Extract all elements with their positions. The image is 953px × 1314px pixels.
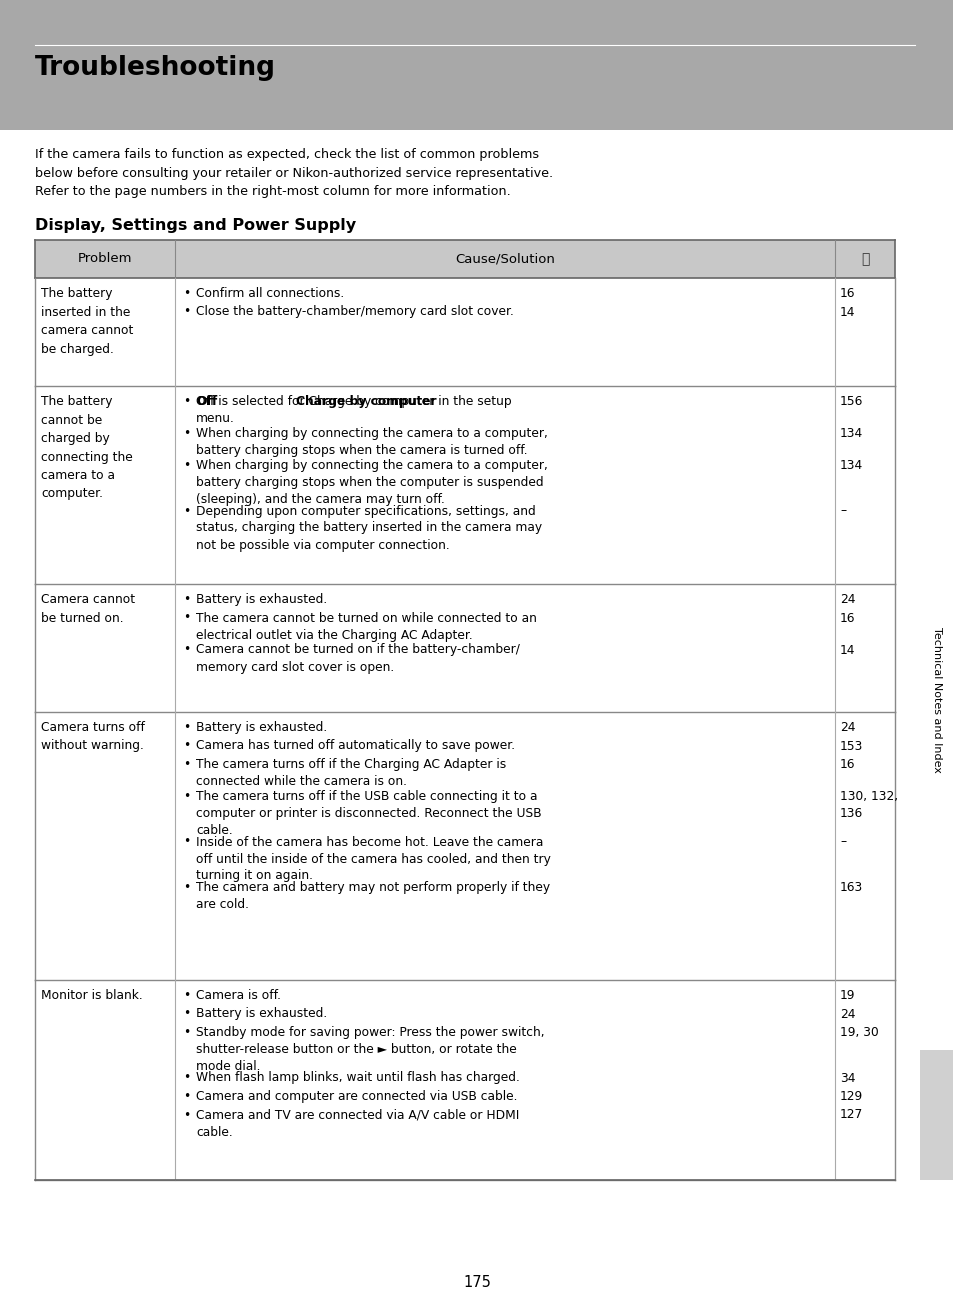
Text: Camera cannot
be turned on.: Camera cannot be turned on. [41,593,135,624]
Text: •: • [183,459,190,472]
Bar [0,0,953,130]
Text: •: • [183,611,190,624]
Text: Camera has turned off automatically to save power.: Camera has turned off automatically to s… [195,740,515,753]
Text: •: • [183,396,190,409]
Text: 19, 30: 19, 30 [840,1026,878,1039]
Text: When flash lamp blinks, wait until flash has charged.: When flash lamp blinks, wait until flash… [195,1071,519,1084]
Text: •: • [183,1109,190,1122]
Text: •: • [183,286,190,300]
Bar [919,1050,953,1180]
Text: 📖: 📖 [860,252,868,265]
Text: 16: 16 [840,611,855,624]
Text: Battery is exhausted.: Battery is exhausted. [195,721,327,735]
Text: •: • [183,427,190,440]
Text: Troubleshooting: Troubleshooting [35,55,275,81]
Text: 134: 134 [840,459,862,472]
Text: If the camera fails to function as expected, check the list of common problems
b: If the camera fails to function as expec… [35,148,553,198]
Text: •: • [183,721,190,735]
Text: The camera turns off if the USB cable connecting it to a
computer or printer is : The camera turns off if the USB cable co… [195,790,541,837]
Text: Off: Off [195,396,217,409]
Text: Close the battery-chamber/memory card slot cover.: Close the battery-chamber/memory card sl… [195,305,514,318]
Text: Depending upon computer specifications, settings, and
status, charging the batte: Depending upon computer specifications, … [195,505,541,552]
Text: •: • [183,790,190,803]
Text: Battery is exhausted.: Battery is exhausted. [195,593,327,606]
Text: –: – [840,836,845,849]
Text: 24: 24 [840,721,855,735]
Text: •: • [183,1026,190,1039]
Text: 175: 175 [462,1275,491,1290]
Text: Problem: Problem [77,252,132,265]
Text: •: • [183,1071,190,1084]
Text: •: • [183,644,190,657]
Text: 14: 14 [840,644,855,657]
Text: Monitor is blank.: Monitor is blank. [41,989,143,1003]
Text: 153: 153 [840,740,862,753]
Text: 16: 16 [840,286,855,300]
Text: Technical Notes and Index: Technical Notes and Index [931,627,941,773]
Text: The battery
cannot be
charged by
connecting the
camera to a
computer.: The battery cannot be charged by connect… [41,396,132,501]
Text: Confirm all connections.: Confirm all connections. [195,286,344,300]
Text: 134: 134 [840,427,862,440]
Text: 127: 127 [840,1109,862,1122]
Text: When charging by connecting the camera to a computer,
battery charging stops whe: When charging by connecting the camera t… [195,427,547,457]
Text: 19: 19 [840,989,855,1003]
Text: Camera and TV are connected via A/V cable or HDMI
cable.: Camera and TV are connected via A/V cabl… [195,1109,518,1138]
Text: Charge by computer: Charge by computer [295,396,436,409]
Text: Standby mode for saving power: Press the power switch,
shutter-release button or: Standby mode for saving power: Press the… [195,1026,544,1074]
Text: Camera turns off
without warning.: Camera turns off without warning. [41,721,145,753]
Text: •: • [183,1008,190,1021]
Text: •: • [183,305,190,318]
Text: •: • [183,1091,190,1102]
Text: Off is selected for Charge by computer in the setup
menu.: Off is selected for Charge by computer i… [195,396,511,424]
Text: 129: 129 [840,1091,862,1102]
Text: The camera turns off if the Charging AC Adapter is
connected while the camera is: The camera turns off if the Charging AC … [195,758,506,788]
Text: 14: 14 [840,305,855,318]
Text: Camera and computer are connected via USB cable.: Camera and computer are connected via US… [195,1091,517,1102]
Text: 130, 132,
136: 130, 132, 136 [840,790,897,820]
Text: The camera cannot be turned on while connected to an
electrical outlet via the C: The camera cannot be turned on while con… [195,611,537,641]
Text: Display, Settings and Power Supply: Display, Settings and Power Supply [35,218,355,233]
Text: –: – [840,505,845,518]
Text: Battery is exhausted.: Battery is exhausted. [195,1008,327,1021]
Text: •: • [183,758,190,771]
Text: •: • [183,740,190,753]
Text: Camera is off.: Camera is off. [195,989,281,1003]
Text: Camera cannot be turned on if the battery-chamber/
memory card slot cover is ope: Camera cannot be turned on if the batter… [195,644,519,674]
Text: 156: 156 [840,396,862,409]
Text: 24: 24 [840,593,855,606]
Text: •: • [183,880,190,894]
Text: •: • [183,989,190,1003]
Text: 24: 24 [840,1008,855,1021]
Text: •: • [183,593,190,606]
Text: •: • [183,836,190,849]
Text: 16: 16 [840,758,855,771]
Bar [35,240,894,279]
Text: Cause/Solution: Cause/Solution [455,252,555,265]
Text: 163: 163 [840,880,862,894]
Text: The battery
inserted in the
camera cannot
be charged.: The battery inserted in the camera canno… [41,286,133,356]
Text: When charging by connecting the camera to a computer,
battery charging stops whe: When charging by connecting the camera t… [195,459,547,506]
Text: 34: 34 [840,1071,855,1084]
Text: Inside of the camera has become hot. Leave the camera
off until the inside of th: Inside of the camera has become hot. Lea… [195,836,550,883]
Text: The camera and battery may not perform properly if they
are cold.: The camera and battery may not perform p… [195,880,550,911]
Text: •: • [183,505,190,518]
